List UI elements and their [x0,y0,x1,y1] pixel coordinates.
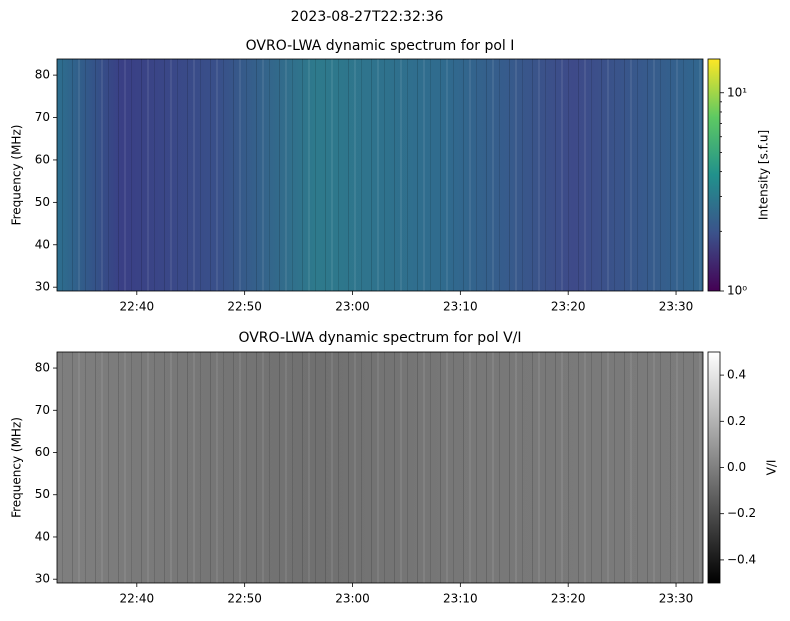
colorbar-tick-label: 0.2 [727,414,746,428]
x-tick-label: 23:30 [659,592,694,606]
colorbar-label: V/I [765,460,779,476]
x-tick-label: 23:10 [443,300,478,314]
colorbar [707,351,721,584]
colorbar-tick-label: 10⁰ [727,284,747,298]
colorbar-tick-label: 0.0 [727,460,746,474]
y-tick-label: 30 [35,572,50,586]
plot-title: OVRO-LWA dynamic spectrum for pol V/I [238,330,521,346]
colorbar-tick-label: 0.4 [727,368,746,382]
y-tick-label: 80 [35,68,50,82]
colorbar-tick-label: 10¹ [727,85,747,99]
x-tick-label: 23:20 [551,592,586,606]
y-tick-label: 70 [35,110,50,124]
y-axis-label: Frequency (MHz) [10,417,24,518]
y-tick-label: 50 [35,195,50,209]
colorbar-tick-label: −0.2 [727,506,756,520]
colorbar-label: Intensity [s.f.u] [757,130,771,220]
spectrum-texture [57,59,703,291]
y-tick-label: 40 [35,237,50,251]
x-tick-label: 22:50 [227,300,262,314]
y-tick-label: 50 [35,487,50,501]
x-tick-label: 23:10 [443,592,478,606]
y-tick-label: 70 [35,403,50,417]
y-tick-label: 30 [35,280,50,294]
plot-frame [56,351,704,584]
spectrum-texture [57,352,703,583]
x-tick-label: 22:40 [120,592,155,606]
y-tick-label: 40 [35,529,50,543]
x-tick-label: 23:00 [335,592,370,606]
x-tick-label: 22:40 [120,300,155,314]
plot-frame [56,58,704,292]
y-tick-label: 60 [35,445,50,459]
plot-title: OVRO-LWA dynamic spectrum for pol I [246,38,515,54]
figure-title: 2023-08-27T22:32:36 [291,9,444,25]
y-axis-label: Frequency (MHz) [10,125,24,226]
x-tick-label: 22:50 [227,592,262,606]
colorbar [707,58,721,292]
y-tick-label: 60 [35,152,50,166]
x-tick-label: 23:30 [659,300,694,314]
x-tick-label: 23:00 [335,300,370,314]
x-tick-label: 23:20 [551,300,586,314]
colorbar-tick-label: −0.4 [727,552,756,566]
y-tick-label: 80 [35,361,50,375]
